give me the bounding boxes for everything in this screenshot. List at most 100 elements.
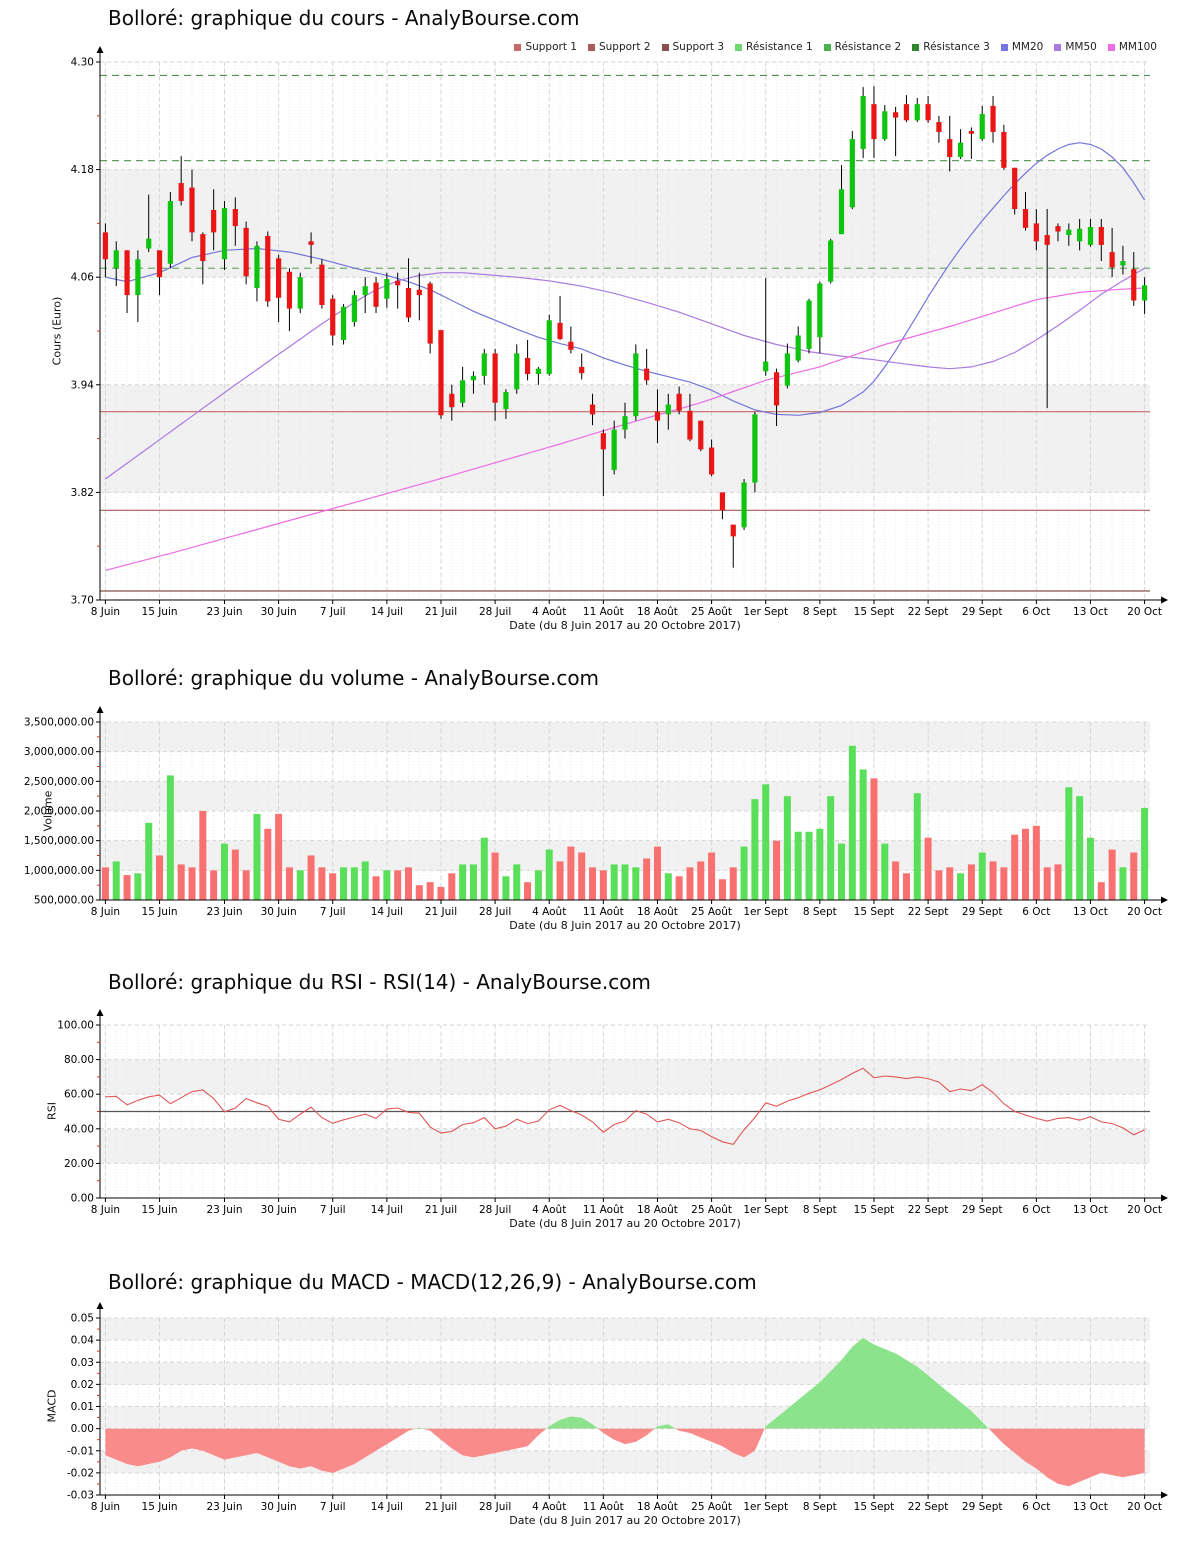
svg-text:-0.01: -0.01 — [67, 1445, 94, 1457]
svg-text:21 Juil: 21 Juil — [425, 906, 457, 918]
svg-text:14 Juil: 14 Juil — [371, 906, 403, 918]
svg-text:60.00: 60.00 — [64, 1089, 94, 1101]
svg-text:30 Juin: 30 Juin — [261, 1204, 297, 1216]
svg-text:2,500,000.00: 2,500,000.00 — [24, 776, 94, 788]
svg-text:14 Juil: 14 Juil — [371, 1204, 403, 1216]
svg-text:1er Sept: 1er Sept — [743, 1501, 788, 1513]
svg-text:3,000,000.00: 3,000,000.00 — [24, 746, 94, 758]
volume-chart-title: Bolloré: graphique du volume - AnalyBour… — [108, 666, 600, 690]
svg-text:8 Sept: 8 Sept — [803, 606, 837, 618]
svg-text:-0.03: -0.03 — [67, 1490, 94, 1502]
legend-item-label: Support 3 — [672, 41, 725, 53]
svg-text:23 Juin: 23 Juin — [206, 1204, 242, 1216]
svg-text:3.70: 3.70 — [71, 595, 94, 607]
svg-text:4.06: 4.06 — [71, 272, 95, 284]
support-3-swatch-icon — [661, 43, 669, 51]
macd-positive-area — [105, 1337, 1145, 1429]
svg-text:23 Juin: 23 Juin — [206, 1501, 242, 1513]
svg-text:20 Oct: 20 Oct — [1127, 1501, 1162, 1513]
svg-text:6 Oct: 6 Oct — [1022, 1204, 1050, 1216]
svg-text:29 Sept: 29 Sept — [962, 1204, 1003, 1216]
legend-item-label: Résistance 2 — [834, 41, 902, 53]
svg-text:4 Août: 4 Août — [532, 1501, 566, 1513]
svg-text:1er Sept: 1er Sept — [743, 606, 788, 618]
svg-text:80.00: 80.00 — [64, 1054, 94, 1066]
price-chart-title: Bolloré: graphique du cours - AnalyBours… — [108, 6, 580, 30]
svg-text:13 Oct: 13 Oct — [1073, 606, 1108, 618]
svg-text:6 Oct: 6 Oct — [1022, 906, 1050, 918]
rsi-y-axis-label: RSI — [45, 1102, 59, 1120]
mm50-swatch-icon — [1054, 43, 1062, 51]
moving-average-mm20 — [105, 142, 1146, 416]
svg-text:18 Août: 18 Août — [637, 1501, 678, 1513]
svg-text:3.82: 3.82 — [71, 487, 94, 499]
svg-text:28 Juil: 28 Juil — [479, 1501, 511, 1513]
svg-text:4 Août: 4 Août — [532, 906, 566, 918]
legend-item-label: MM100 — [1118, 41, 1157, 53]
svg-text:25 Août: 25 Août — [691, 906, 732, 918]
svg-text:29 Sept: 29 Sept — [962, 606, 1003, 618]
svg-text:15 Sept: 15 Sept — [854, 606, 895, 618]
svg-text:13 Oct: 13 Oct — [1073, 906, 1108, 918]
svg-text:15 Juin: 15 Juin — [142, 906, 178, 918]
svg-text:0.04: 0.04 — [71, 1335, 95, 1347]
svg-text:13 Oct: 13 Oct — [1073, 1501, 1108, 1513]
svg-text:18 Août: 18 Août — [637, 1204, 678, 1216]
svg-text:8 Juin: 8 Juin — [91, 1501, 120, 1513]
svg-text:0.01: 0.01 — [71, 1401, 94, 1413]
rsi-chart-plot: 100.00 80.00 60.00 40.00 20.00 0.008 Juin 15 J… — [57, 1009, 1168, 1216]
svg-text:29 Sept: 29 Sept — [962, 1501, 1003, 1513]
legend-item-mm100: MM100 — [1107, 41, 1157, 53]
mm20-swatch-icon — [1000, 43, 1008, 51]
svg-text:100.00: 100.00 — [57, 1020, 94, 1032]
svg-text:25 Août: 25 Août — [691, 606, 732, 618]
legend-item-label: Support 2 — [598, 41, 651, 53]
moving-average-mm50 — [105, 267, 1145, 480]
svg-text:-0.02: -0.02 — [67, 1467, 94, 1479]
svg-text:22 Sept: 22 Sept — [908, 1204, 949, 1216]
svg-text:2,000,000.00: 2,000,000.00 — [24, 806, 94, 818]
price-y-axis-label: Cours (Euro) — [50, 296, 64, 366]
volume-x-axis-label: Date (du 8 Juin 2017 au 20 Octobre 2017) — [509, 919, 741, 932]
svg-text:14 Juil: 14 Juil — [371, 606, 403, 618]
svg-text:21 Juil: 21 Juil — [425, 1501, 457, 1513]
resistance-2-swatch-icon — [823, 43, 831, 51]
svg-text:15 Sept: 15 Sept — [854, 1204, 895, 1216]
macd-chart-plot: 0.050.040.030.020.010.00-0.01-0.02-0.038… — [67, 1302, 1168, 1513]
price-chart-legend: Support 1 Support 2 Support 3 Résistance 1 R… — [514, 41, 1157, 53]
svg-text:30 Juin: 30 Juin — [261, 606, 297, 618]
svg-text:20.00: 20.00 — [64, 1158, 94, 1170]
svg-text:1,500,000.00: 1,500,000.00 — [24, 835, 94, 847]
rsi-chart-title: Bolloré: graphique du RSI - RSI(14) - An… — [108, 970, 651, 994]
legend-item-support-2: Support 2 — [587, 41, 651, 53]
svg-text:23 Juin: 23 Juin — [206, 606, 242, 618]
svg-text:15 Juin: 15 Juin — [142, 606, 178, 618]
svg-text:500,000.00: 500,000.00 — [34, 895, 94, 907]
legend-item-label: MM50 — [1065, 41, 1097, 53]
svg-text:8 Juin: 8 Juin — [91, 1204, 120, 1216]
legend-item-label: Support 1 — [525, 41, 577, 53]
svg-text:14 Juil: 14 Juil — [371, 1501, 403, 1513]
rsi-x-axis-label: Date (du 8 Juin 2017 au 20 Octobre 2017) — [509, 1217, 741, 1230]
svg-text:1er Sept: 1er Sept — [743, 906, 788, 918]
macd-x-axis-label: Date (du 8 Juin 2017 au 20 Octobre 2017) — [509, 1514, 741, 1527]
macd-chart-title: Bolloré: graphique du MACD - MACD(12,26,… — [108, 1270, 757, 1294]
svg-text:20 Oct: 20 Oct — [1127, 906, 1162, 918]
svg-text:4.18: 4.18 — [71, 164, 94, 176]
svg-text:4 Août: 4 Août — [532, 606, 566, 618]
legend-item-mm50: MM50 — [1054, 41, 1097, 53]
legend-item-resistance-2: Résistance 2 — [823, 41, 902, 53]
svg-text:8 Juin: 8 Juin — [91, 606, 120, 618]
svg-text:11 Août: 11 Août — [583, 906, 624, 918]
svg-text:28 Juil: 28 Juil — [479, 1204, 511, 1216]
svg-text:11 Août: 11 Août — [583, 606, 624, 618]
svg-text:15 Sept: 15 Sept — [854, 1501, 895, 1513]
svg-text:3,500,000.00: 3,500,000.00 — [24, 717, 94, 729]
svg-text:4.30: 4.30 — [71, 57, 94, 69]
svg-text:11 Août: 11 Août — [583, 1204, 624, 1216]
svg-text:25 Août: 25 Août — [691, 1501, 732, 1513]
svg-text:18 Août: 18 Août — [637, 906, 678, 918]
svg-text:30 Juin: 30 Juin — [261, 906, 297, 918]
cours-chart-axes: 4.30 4.18 4.06 3.94 3.82 3.708 Juin 15 Juin 23 … — [71, 46, 1168, 618]
